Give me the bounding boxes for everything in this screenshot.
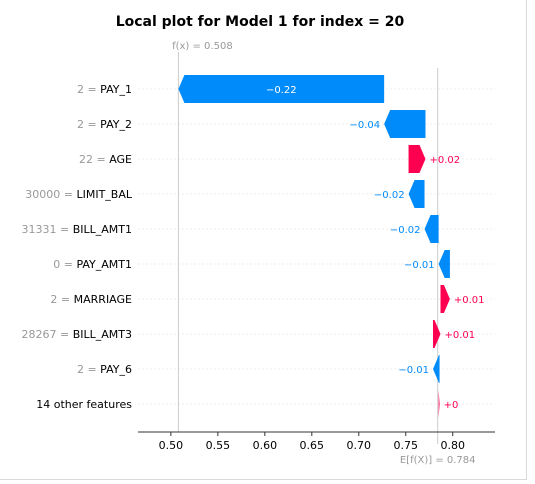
x-tick-label: 0.65 (300, 439, 325, 452)
bar-value-label: −0.22 (266, 85, 297, 96)
feature-label: 31331 = BILL_AMT1 (22, 223, 132, 236)
feature-name: AGE (109, 153, 132, 166)
bar-value-label: −0.04 (349, 120, 380, 131)
feature-value: 31331 = (22, 223, 73, 236)
feature-label: 2 = PAY_2 (77, 118, 132, 131)
feature-name: PAY_6 (100, 363, 132, 376)
feature-value: 28267 = (22, 328, 73, 341)
feature-label: 14 other features (36, 398, 132, 411)
grid-lines (138, 88, 495, 405)
bar-positive (440, 285, 450, 313)
feature-label: 2 = PAY_6 (77, 363, 132, 376)
feature-value: 2 = (77, 118, 100, 131)
feature-name: BILL_AMT1 (73, 223, 132, 236)
bar-negative (432, 355, 440, 383)
bar-value-label: −0.01 (398, 365, 429, 376)
efx-label: E[f(X)] = 0.784 (400, 455, 476, 466)
feature-value: 2 = (50, 293, 73, 306)
bar-negative (438, 250, 450, 278)
bar-negative (408, 180, 425, 208)
bar-value-label: +0.02 (429, 155, 460, 166)
feature-label: 2 = PAY_1 (77, 83, 132, 96)
feature-value: 2 = (77, 83, 100, 96)
bar-value-label: +0.01 (454, 295, 485, 306)
feature-name: 14 other features (36, 398, 132, 411)
bar-positive (408, 145, 426, 173)
x-tick-label: 0.50 (159, 439, 184, 452)
bar-negative (424, 215, 439, 243)
feature-label: 2 = MARRIAGE (50, 293, 132, 306)
bar-positive (438, 390, 440, 418)
bar-value-label: +0 (444, 400, 459, 411)
x-tick-label: 0.55 (206, 439, 231, 452)
feature-value: 30000 = (25, 188, 76, 201)
x-tick-label: 0.80 (440, 439, 465, 452)
feature-label: 28267 = BILL_AMT3 (22, 328, 132, 341)
feature-name: LIMIT_BAL (76, 188, 132, 201)
bar-value-label: −0.02 (374, 190, 405, 201)
x-tick-label: 0.60 (253, 439, 278, 452)
feature-name: MARRIAGE (74, 293, 132, 306)
feature-name: PAY_2 (100, 118, 132, 131)
feature-label: 22 = AGE (79, 153, 132, 166)
bar-value-label: +0.01 (445, 330, 476, 341)
x-tick-label: 0.75 (394, 439, 419, 452)
feature-value: 2 = (77, 363, 100, 376)
x-axis-ticks: 0.50 0.55 0.60 0.65 0.70 0.75 0.80 (159, 432, 465, 452)
bar-negative (384, 110, 426, 138)
feature-label: 30000 = LIMIT_BAL (25, 188, 133, 201)
feature-name: PAY_1 (100, 83, 132, 96)
feature-value: 0 = (53, 258, 76, 271)
bars-group: −0.22 −0.04 +0.02 −0.02 −0.02 −0.01 +0.01 +0.01… (178, 75, 485, 418)
bar-value-label: −0.02 (390, 225, 421, 236)
feature-name: BILL_AMT3 (73, 328, 132, 341)
bar-value-label: −0.01 (404, 260, 435, 271)
figure-frame (0, 0, 527, 480)
fx-label: f(x) = 0.508 (172, 41, 233, 52)
x-tick-label: 0.70 (347, 439, 372, 452)
feature-name: PAY_AMT1 (76, 258, 132, 271)
bar-positive (432, 320, 441, 348)
feature-label: 0 = PAY_AMT1 (53, 258, 132, 271)
feature-value: 22 = (79, 153, 109, 166)
chart-title: Local plot for Model 1 for index = 20 (116, 14, 405, 30)
bar-negative (178, 75, 385, 103)
